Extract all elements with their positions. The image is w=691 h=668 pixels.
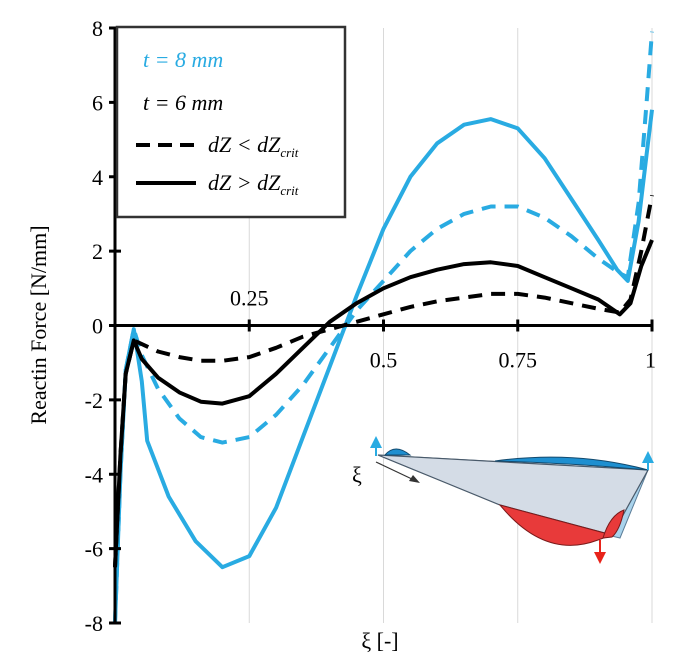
legend-entry-t8: t = 8 mm	[143, 47, 223, 72]
series-line-2	[113, 239, 654, 568]
inset-red-bulge	[498, 504, 614, 546]
inset-red-bulge-right	[602, 509, 625, 539]
inset-arrow-up-right	[642, 451, 654, 463]
x-tick-label-0: 0.25	[230, 286, 269, 311]
legend-entry-dashed: dZ < dZcrit	[208, 132, 299, 160]
legend-dashed-sub: crit	[280, 145, 298, 160]
plate-inset-illustration: ξ	[352, 436, 654, 564]
legend-solid-text: dZ > dZ	[208, 170, 281, 195]
series-line-3	[113, 194, 654, 568]
y-tick-label-2: 4	[92, 165, 103, 190]
legend-solid-sub: crit	[280, 183, 298, 198]
y-tick-label-8: -8	[85, 611, 103, 636]
inset-top-bulge-left	[383, 448, 412, 456]
legend: t = 8 mm t = 6 mm dZ < dZcrit dZ > dZcri…	[115, 25, 347, 219]
y-tick-label-6: -4	[85, 462, 103, 487]
y-tick-label-7: -6	[85, 537, 103, 562]
x-tick-label-1: 0.5	[370, 348, 398, 373]
y-tick-label-1: 6	[92, 90, 103, 115]
inset-xi-arrowhead	[409, 475, 420, 483]
x-tick-label-2: 0.75	[499, 348, 538, 373]
x-axis-title: ξ [-]	[361, 628, 398, 653]
y-axis-title: Reactin Force [N/mm]	[26, 225, 51, 424]
series-line-1	[113, 31, 654, 624]
x-tick-label-3: 1	[645, 348, 656, 373]
inset-arrow-down	[594, 552, 606, 564]
y-tick-label-5: -2	[85, 388, 103, 413]
legend-entry-solid: dZ > dZcrit	[208, 170, 299, 198]
legend-entry-t6: t = 6 mm	[143, 90, 223, 115]
series-lines	[113, 31, 654, 624]
y-tick-label-4: 0	[92, 314, 103, 339]
inset-xi-arrow	[375, 461, 415, 481]
tick-labels: 8 6 4 2 0 -2 -4 -6 -8 0.25 0.5 0.75 1	[85, 16, 656, 636]
series-line-0	[113, 109, 654, 624]
y-tick-label-0: 8	[92, 16, 103, 41]
legend-dashed-text: dZ < dZ	[208, 132, 281, 157]
y-tick-label-3: 2	[92, 239, 103, 264]
legend-box	[115, 25, 347, 219]
inset-arrow-up-left	[370, 436, 382, 448]
inset-xi-label: ξ	[352, 462, 362, 487]
